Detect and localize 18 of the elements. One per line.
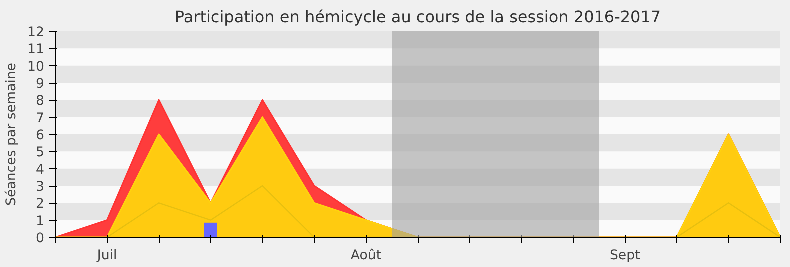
x-tick-label: Août xyxy=(350,248,382,264)
y-tick-label: 9 xyxy=(36,77,45,92)
y-axis-title: Séances par semaine xyxy=(4,63,20,206)
y-tick-label: 6 xyxy=(36,128,45,144)
y-tick-label: 7 xyxy=(36,111,45,126)
y-tick-label: 4 xyxy=(36,162,45,178)
y-tick-label: 3 xyxy=(36,180,45,195)
chart-title: Participation en hémicycle au cours de la session 2016-2017 xyxy=(174,8,662,26)
y-tick-label: 0 xyxy=(36,232,45,246)
x-tick-label: Juil xyxy=(96,248,118,264)
y-tick-label: 11 xyxy=(28,42,45,58)
x-tick-label: Sept xyxy=(610,248,640,264)
y-tick-label: 10 xyxy=(28,60,45,75)
y-tick-label: 12 xyxy=(28,26,45,40)
y-tick-label: 5 xyxy=(36,146,45,161)
y-tick-label: 2 xyxy=(36,197,45,212)
y-tick-label: 8 xyxy=(36,94,45,110)
y-tick-label: 1 xyxy=(36,214,45,230)
